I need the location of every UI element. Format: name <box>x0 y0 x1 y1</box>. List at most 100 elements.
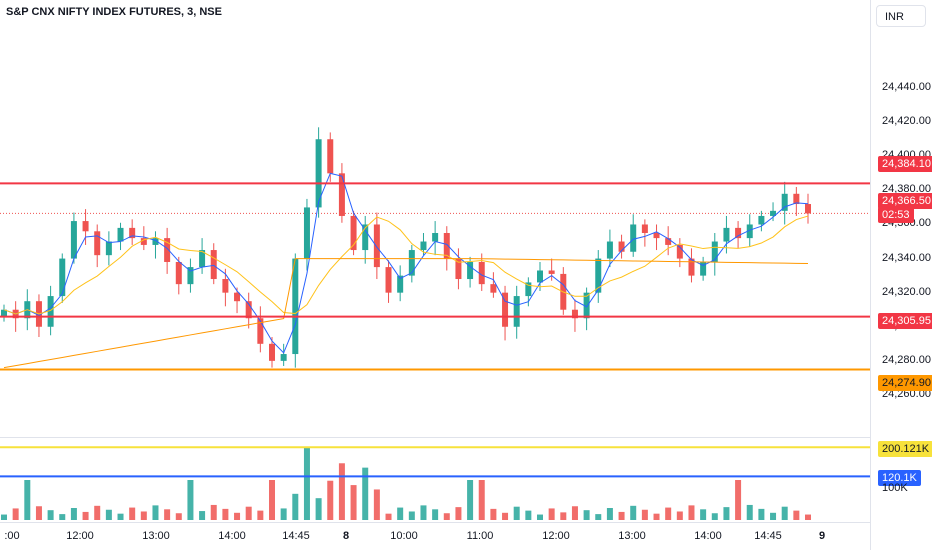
candle-body <box>420 241 427 251</box>
candle-body <box>210 250 217 280</box>
volume-bar <box>758 508 765 520</box>
candle-body <box>641 224 648 233</box>
vwap-line <box>3 258 809 369</box>
volume-bar <box>711 513 718 520</box>
candle-body <box>467 261 474 280</box>
upper-level-tag: 24,384.10 <box>878 156 932 172</box>
candle-body <box>571 309 578 319</box>
candle-body <box>793 193 800 205</box>
volume-bar <box>338 463 345 520</box>
time-tick: 12:00 <box>66 530 94 542</box>
volume-bar <box>490 508 497 520</box>
candle-body <box>350 215 357 251</box>
volume-bar <box>105 509 112 520</box>
candle-body <box>187 267 194 285</box>
volume-yellow-tag: 200.121K <box>878 441 932 457</box>
volume-bar <box>362 467 369 520</box>
candle-body <box>82 221 89 232</box>
candle-body <box>175 261 182 285</box>
volume-bar <box>595 514 602 520</box>
volume-bar <box>805 514 811 520</box>
price-tick: 24,440.00 <box>882 81 931 94</box>
candle-body <box>758 215 765 225</box>
price-axis[interactable] <box>870 0 932 550</box>
last-price-tag: 24,366.50 <box>878 193 932 209</box>
candle-body <box>665 238 672 245</box>
candle-body <box>129 227 136 239</box>
volume-bar <box>618 511 625 520</box>
volume-bar <box>292 493 299 520</box>
candle-body <box>443 233 450 259</box>
volume-bar <box>420 505 427 520</box>
volume-bar <box>676 511 683 520</box>
time-tick: 8 <box>342 530 350 542</box>
candle-body <box>338 173 345 216</box>
candle-body <box>688 258 695 276</box>
candle-body <box>199 250 206 268</box>
candle-body <box>700 261 707 276</box>
volume-bar <box>641 509 648 520</box>
volume-bar <box>12 508 19 520</box>
currency-button[interactable]: INR <box>876 5 926 27</box>
candle-body <box>117 227 124 242</box>
candle-body <box>362 224 369 251</box>
volume-bar <box>467 480 474 520</box>
volume-bar <box>385 513 392 520</box>
volume-bar <box>210 504 217 520</box>
candle-body <box>164 238 171 262</box>
candle-body <box>408 250 415 276</box>
candle-body <box>490 284 497 293</box>
volume-bar <box>82 511 89 520</box>
time-tick: 9 <box>818 530 826 542</box>
candle-body <box>94 231 101 256</box>
price-chart[interactable] <box>0 0 870 522</box>
volume-bar <box>700 509 707 520</box>
volume-bar <box>432 509 439 520</box>
volume-bar <box>781 506 788 520</box>
time-tick: :00 <box>4 530 20 542</box>
volume-bar <box>408 511 415 520</box>
candle-body <box>455 258 462 280</box>
price-tick: 24,420.00 <box>882 115 931 128</box>
volume-bar <box>350 485 357 520</box>
volume-bar <box>443 513 450 520</box>
candle-body <box>618 241 625 252</box>
ma-slow-line <box>3 215 809 315</box>
volume-bar <box>187 480 194 520</box>
volume-axis-tick: 100K <box>882 482 908 494</box>
price-tick: 24,340.00 <box>882 251 931 264</box>
volume-bar <box>560 512 567 520</box>
volume-bar <box>47 510 54 520</box>
time-tick: 14:45 <box>282 530 310 542</box>
volume-bar <box>665 507 672 520</box>
candle-body <box>1 309 7 317</box>
price-tick: 24,280.00 <box>882 353 931 366</box>
volume-bar <box>327 480 334 520</box>
volume-bar <box>117 513 124 520</box>
volume-bar <box>257 510 264 520</box>
volume-bar <box>373 489 380 520</box>
symbol-title[interactable]: S&P CNX NIFTY INDEX FUTURES, 3, NSE <box>6 6 222 18</box>
candle-body <box>245 301 252 319</box>
volume-bar <box>606 508 613 520</box>
time-axis-line <box>0 522 870 523</box>
countdown-tag: 02:53 <box>878 207 914 223</box>
candle-body <box>257 318 264 344</box>
time-tick: 13:00 <box>618 530 646 542</box>
candle-body <box>373 224 380 268</box>
time-tick: 14:45 <box>754 530 782 542</box>
candle-body <box>432 233 439 242</box>
volume-bar <box>129 507 136 520</box>
price-tick: 24,380.00 <box>882 183 931 196</box>
candle-body <box>711 241 718 262</box>
volume-bar <box>234 512 241 520</box>
volume-bar <box>571 506 578 520</box>
candle-body <box>105 241 112 256</box>
candle-body <box>292 258 299 355</box>
volume-bar <box>315 498 322 520</box>
volume-bar <box>199 511 206 520</box>
volume-bar <box>583 510 590 520</box>
ma-fast-line <box>3 172 809 354</box>
volume-bar <box>478 480 485 520</box>
